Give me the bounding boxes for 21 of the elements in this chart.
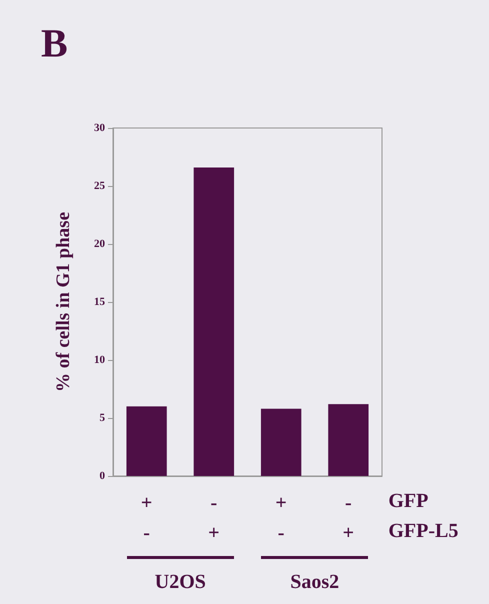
x-tick-label: + - [275,492,287,544]
x-tick-label: - + [208,492,220,544]
y-tick-label: 15 [94,296,106,308]
y-tick-label: 10 [94,354,106,366]
y-axis-title: % of cells in G1 phase [53,212,74,392]
text: GFP [388,490,428,512]
y-tick-label: 20 [94,238,106,250]
chart-title: B [41,20,68,66]
text: GFP-L5 [388,520,458,542]
y-tick-label: 30 [94,122,106,134]
text: Saos2 [290,570,340,594]
y-tick-label: 25 [94,180,106,192]
x-tick-label: + - [140,492,152,544]
bar [328,404,369,476]
bar [260,408,302,476]
text: U2OS [154,570,206,594]
x-tick-label: - + [342,492,354,544]
bar [194,167,234,476]
y-tick-label: 5 [100,412,106,424]
bar [126,406,167,476]
y-tick-label: 0 [100,470,106,482]
